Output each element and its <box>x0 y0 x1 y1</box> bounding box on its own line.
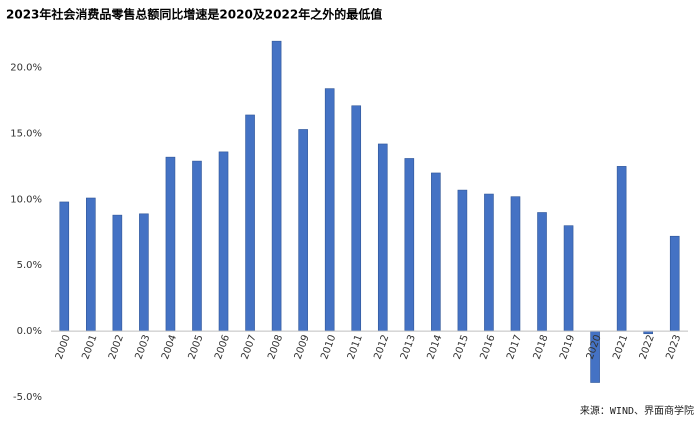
x-tick-label: 2017 <box>505 333 524 361</box>
x-tick-label: 2023 <box>664 333 683 361</box>
bar <box>245 114 255 332</box>
bar <box>457 189 468 332</box>
x-tick-label: 2009 <box>293 333 312 361</box>
y-tick-label: 15.0% <box>10 128 42 139</box>
x-tick-label: 2014 <box>425 333 444 361</box>
x-tick-label: 2019 <box>558 333 577 361</box>
bar <box>377 143 388 332</box>
bar <box>218 151 229 332</box>
bar <box>484 193 494 332</box>
y-tick-label: -5.0% <box>13 392 42 403</box>
chart-title: 2023年社会消费品零售总额同比增速是2020及2022年之外的最低值 <box>6 7 382 22</box>
x-tick-label: 2015 <box>452 333 471 361</box>
x-tick-label: 2004 <box>160 333 179 361</box>
y-tick-label: 10.0% <box>10 194 42 205</box>
bar <box>537 212 547 332</box>
x-tick-label: 2020 <box>585 333 604 361</box>
source-note: 来源：WIND、界面商学院 <box>580 404 694 417</box>
y-tick-label: 0.0% <box>17 326 42 337</box>
x-tick-label: 2012 <box>372 333 391 361</box>
bar <box>298 129 308 332</box>
x-tick-label: 2001 <box>80 333 99 361</box>
bar <box>404 158 415 332</box>
bar <box>192 160 202 332</box>
bar <box>669 235 680 332</box>
bar <box>563 225 574 332</box>
x-tick-label: 2002 <box>107 333 126 361</box>
bar <box>510 196 521 332</box>
x-tick-label: 2006 <box>213 333 232 361</box>
bar <box>86 197 96 332</box>
x-tick-label: 2018 <box>532 333 551 361</box>
y-tick-label: 20.0% <box>10 63 42 74</box>
x-tick-label: 2010 <box>319 333 338 361</box>
bar <box>324 88 335 332</box>
x-tick-label: 2021 <box>611 333 630 361</box>
bar <box>431 172 441 332</box>
y-tick-label: 5.0% <box>17 260 42 271</box>
x-tick-label: 2000 <box>54 333 73 361</box>
x-tick-label: 2008 <box>266 333 285 361</box>
x-tick-label: 2003 <box>133 333 152 361</box>
bar <box>351 105 362 332</box>
x-tick-label: 2013 <box>399 333 418 361</box>
bar <box>165 156 176 332</box>
x-tick-label: 2007 <box>240 333 259 361</box>
bar <box>271 40 282 332</box>
bar <box>59 201 70 332</box>
x-tick-label: 2005 <box>187 333 206 361</box>
bar <box>139 213 149 332</box>
x-tick-label: 2016 <box>479 333 498 361</box>
x-tick-label: 2022 <box>638 333 657 361</box>
x-tick-label: 2011 <box>346 333 365 361</box>
bar <box>112 214 123 332</box>
bar <box>616 166 627 332</box>
